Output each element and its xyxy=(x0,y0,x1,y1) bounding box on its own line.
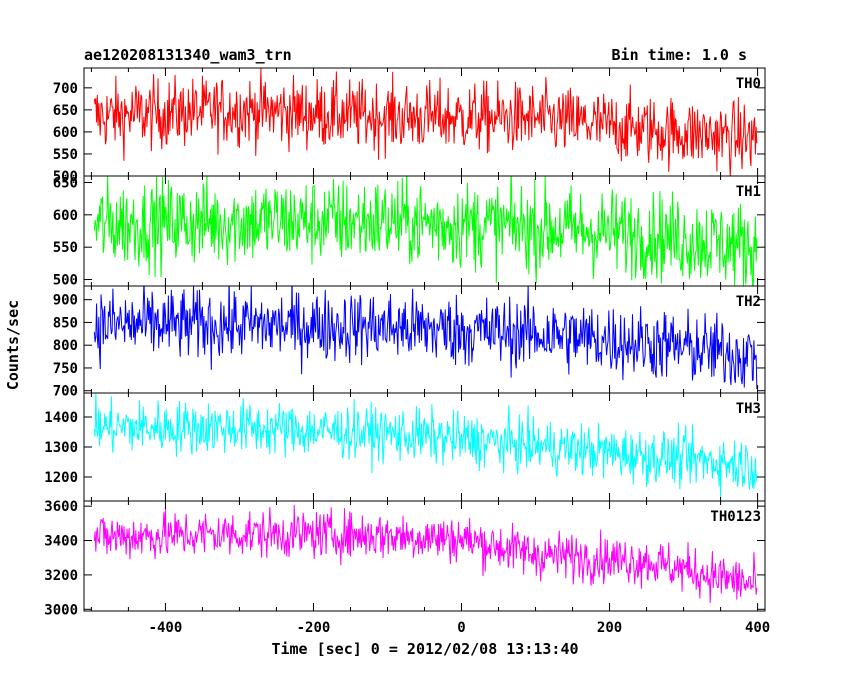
y-tick-label: 500 xyxy=(53,169,78,185)
y-tick-label: 800 xyxy=(53,338,78,354)
series-th1 xyxy=(93,176,758,286)
y-tick-label: 600 xyxy=(53,208,78,224)
y-tick-label: 900 xyxy=(53,293,78,309)
panel-th1: 500 550 600 650 TH1 xyxy=(53,175,765,289)
y-tick-label: 1400 xyxy=(44,410,78,426)
y-axis-label: Counts/sec xyxy=(4,300,22,390)
panel-label: TH2 xyxy=(736,294,761,310)
y-tick-label: 750 xyxy=(53,361,78,377)
series-th0123 xyxy=(93,505,758,604)
series-th0 xyxy=(93,68,758,176)
y-tick-label: 1300 xyxy=(44,440,78,456)
y-tick-label: 3400 xyxy=(44,534,78,550)
x-tick-label: 0 xyxy=(457,620,465,636)
bin-time-label: Bin time: 1.0 s xyxy=(612,46,747,64)
x-tick-label: -400 xyxy=(149,620,183,636)
panel-label: TH0 xyxy=(736,76,761,92)
chart-title: ae120208131340_wam3_trn xyxy=(84,46,292,64)
panel-label: TH1 xyxy=(736,184,761,200)
x-axis-label: Time [sec] 0 = 2012/02/08 13:13:40 xyxy=(271,640,578,658)
x-tick-label: 400 xyxy=(745,620,770,636)
panel-th0123: 3000 3200 3400 3600 TH0123 xyxy=(44,499,765,618)
panel-th3: 1200 1300 1400 TH3 xyxy=(44,392,765,501)
y-tick-label: 3200 xyxy=(44,568,78,584)
series-th3 xyxy=(93,393,758,498)
y-tick-label: 1200 xyxy=(44,470,78,486)
plot-frame xyxy=(83,67,766,612)
y-tick-label: 500 xyxy=(53,273,78,289)
panel-label: TH3 xyxy=(736,401,761,417)
series-th2 xyxy=(93,286,758,389)
y-tick-label: 700 xyxy=(53,384,78,400)
y-tick-label: 650 xyxy=(53,175,78,191)
y-tick-label: 550 xyxy=(53,240,78,256)
x-tick-label: -200 xyxy=(297,620,331,636)
y-tick-label: 600 xyxy=(53,125,78,141)
y-tick-label: 700 xyxy=(53,81,78,97)
x-tick-label: 200 xyxy=(597,620,622,636)
panel-th0: 500 550 600 650 700 TH0 xyxy=(53,68,765,185)
x-axis: -400 -200 0 200 400 xyxy=(149,620,771,636)
y-tick-label: 3000 xyxy=(44,602,78,618)
y-tick-label: 850 xyxy=(53,315,78,331)
panel-label: TH0123 xyxy=(710,509,761,525)
y-tick-label: 650 xyxy=(53,103,78,119)
y-tick-label: 550 xyxy=(53,147,78,163)
panels-group: 500 550 600 650 700 TH0 500 550 600 650 TH1 700 750 8… xyxy=(44,68,765,618)
panel-th2: 700 750 800 850 900 TH2 xyxy=(53,285,765,400)
y-tick-label: 3600 xyxy=(44,499,78,515)
